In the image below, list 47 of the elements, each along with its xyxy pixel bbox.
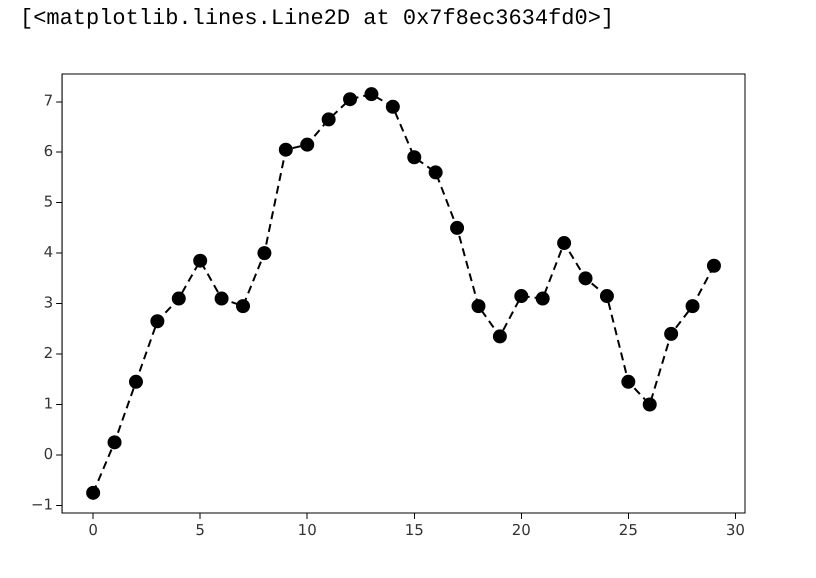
x-tick-label: 30 <box>726 520 745 539</box>
point <box>706 258 721 273</box>
point <box>214 292 229 306</box>
point <box>172 292 186 306</box>
point <box>664 326 678 341</box>
point <box>150 314 164 328</box>
y-tick-label: 1 <box>44 394 54 412</box>
point <box>364 87 378 102</box>
y-tick-label: 2 <box>44 344 54 362</box>
point <box>86 486 100 500</box>
y-tick-label: 6 <box>44 142 54 160</box>
point <box>557 236 572 250</box>
y-tick-label: −1 <box>30 495 54 514</box>
point <box>386 100 400 114</box>
point <box>108 435 122 450</box>
point <box>621 374 636 389</box>
x-tick-label: 25 <box>618 520 638 539</box>
point <box>578 271 593 286</box>
point <box>128 374 143 389</box>
point <box>471 299 486 314</box>
point <box>600 289 614 304</box>
point <box>536 292 550 306</box>
point <box>492 329 507 344</box>
point <box>193 254 208 268</box>
x-tick-label: 20 <box>512 520 531 539</box>
point <box>428 165 443 180</box>
x-tick-label: 5 <box>195 520 205 539</box>
x-tick-label: 0 <box>88 520 98 539</box>
x-tick-label: 15 <box>404 520 424 539</box>
point <box>450 220 464 235</box>
y-tick-label: 5 <box>44 192 54 211</box>
y-tick-label: 3 <box>44 293 54 312</box>
point <box>686 299 700 314</box>
point <box>300 138 314 152</box>
y-tick-label: 7 <box>44 92 54 110</box>
point <box>278 142 293 157</box>
x-tick-label: 10 <box>298 520 317 539</box>
text: [<matplotlib.lines.Line2D at 0x7f8ec3634fd0>] <box>20 6 614 31</box>
y-tick-label: 0 <box>44 444 54 463</box>
point <box>642 398 657 412</box>
point <box>343 92 358 106</box>
point <box>514 289 528 304</box>
point <box>257 246 272 260</box>
point <box>407 150 422 164</box>
point <box>236 299 250 314</box>
y-tick-label: 4 <box>44 243 54 262</box>
point <box>322 112 336 126</box>
